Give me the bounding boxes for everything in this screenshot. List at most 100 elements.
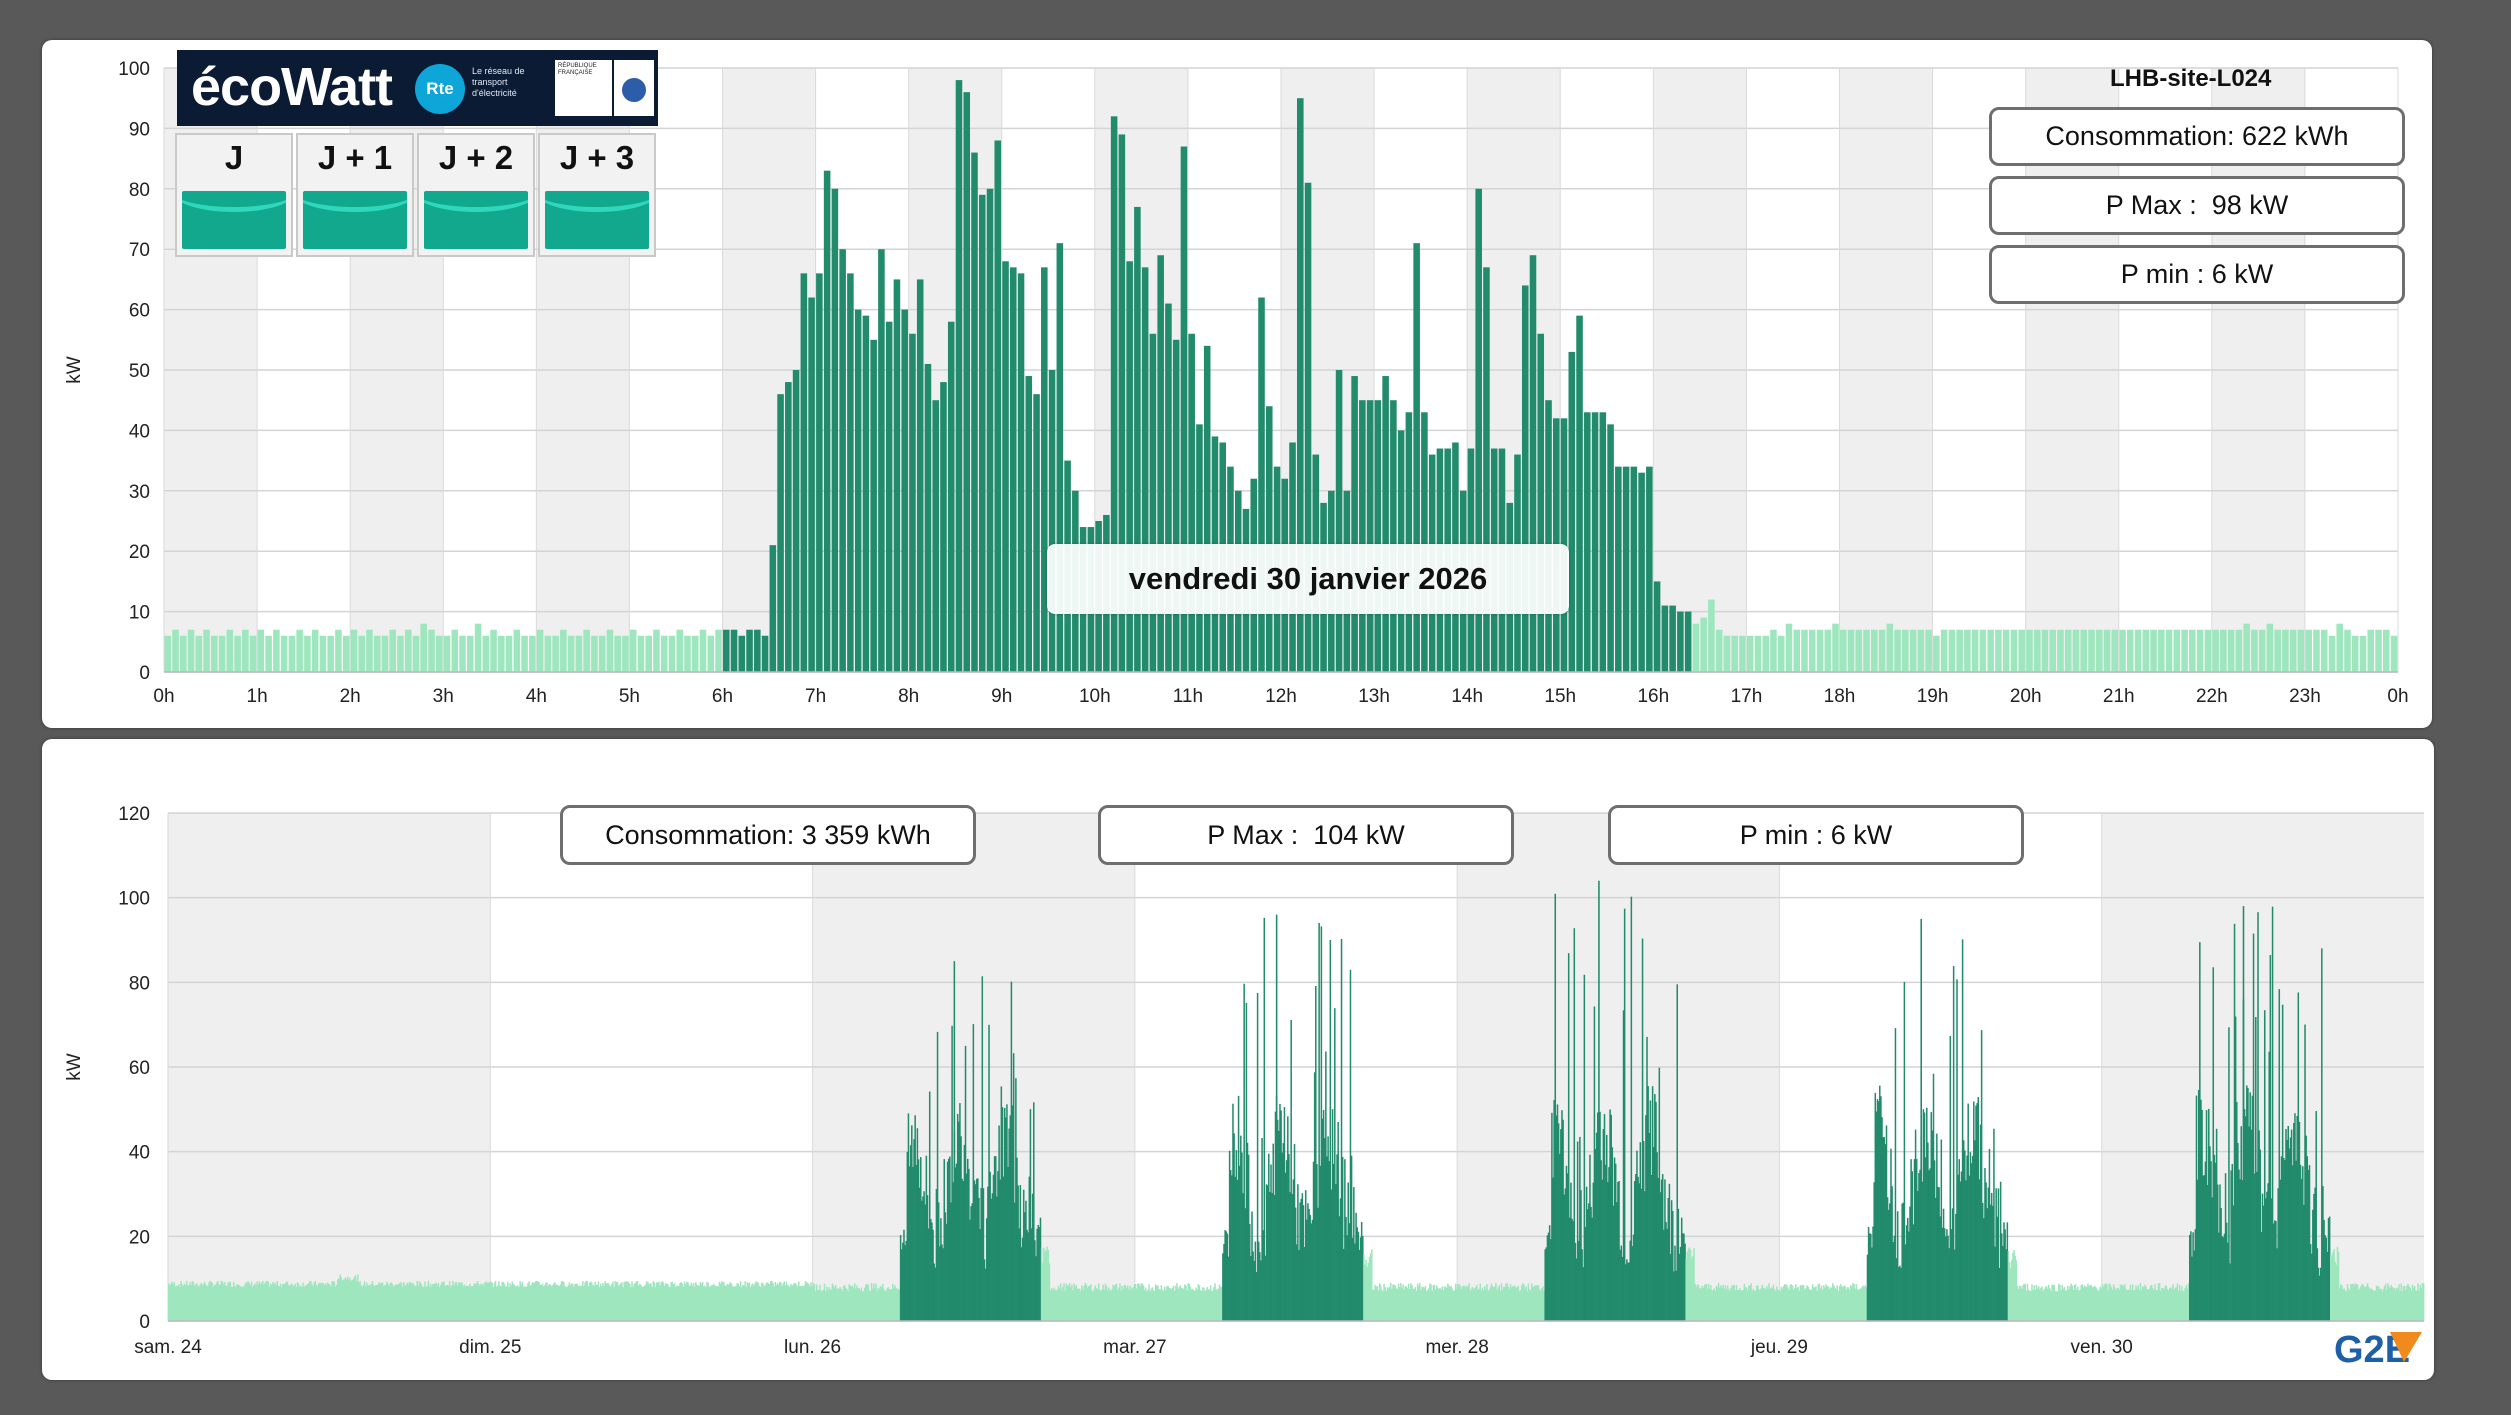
bar: [1791, 1285, 1794, 1321]
bar: [1068, 1283, 1071, 1321]
bar: [651, 1286, 653, 1321]
bar: [1135, 1288, 1138, 1321]
bar: [1269, 1192, 1271, 1321]
bar: [339, 1274, 341, 1321]
bar: [682, 1286, 685, 1321]
bar: [922, 1196, 924, 1321]
bar: [664, 1283, 667, 1321]
bar: [730, 629, 738, 672]
bar: [1074, 1287, 1076, 1321]
bar: [2314, 1187, 2316, 1321]
bar: [2313, 629, 2320, 672]
bar: [1337, 1121, 1339, 1321]
bar: [879, 1285, 882, 1321]
bar: [1186, 1290, 1188, 1321]
bar: [1914, 1129, 1917, 1321]
bar: [1909, 629, 1917, 672]
bar: [518, 1287, 520, 1321]
bar: [1375, 1287, 1377, 1321]
bar: [380, 1282, 383, 1321]
bar: [1483, 267, 1490, 672]
bar: [748, 1282, 751, 1321]
bar: [1262, 1230, 1264, 1321]
bar: [1788, 1290, 1790, 1321]
bar: [1873, 1182, 1875, 1321]
bar: [377, 1284, 379, 1321]
bar: [1647, 1086, 1649, 1321]
bar: [768, 1283, 771, 1321]
bar: [790, 1283, 792, 1321]
bar: [256, 1281, 258, 1321]
bar: [1335, 370, 1343, 672]
bar: [1394, 1285, 1396, 1321]
bar: [2289, 629, 2297, 672]
bar: [501, 1281, 503, 1321]
bar: [297, 1283, 300, 1321]
ecowatt-widget[interactable]: écoWatt Rte Le réseau de transport d'éle…: [170, 50, 660, 261]
ecowatt-header: écoWatt Rte Le réseau de transport d'éle…: [177, 50, 658, 126]
bar: [865, 1284, 867, 1321]
bar: [1619, 1249, 1621, 1321]
ecowatt-day-j2[interactable]: J + 2: [417, 133, 535, 257]
bar: [550, 1285, 553, 1321]
ecowatt-day-j[interactable]: J: [175, 133, 293, 257]
bar: [500, 1286, 502, 1321]
ecowatt-day-j1[interactable]: J + 1: [296, 133, 414, 257]
bar: [1356, 1227, 1358, 1321]
bar: [1191, 1288, 1194, 1321]
bar: [218, 1284, 220, 1321]
bar: [1701, 1286, 1703, 1321]
bar: [755, 1281, 758, 1321]
bar: [1403, 1289, 1405, 1321]
bar: [1827, 1286, 1830, 1321]
bar: [2184, 1287, 2187, 1321]
bar: [1151, 1287, 1154, 1321]
bar: [2305, 1135, 2307, 1321]
bar: [326, 1282, 329, 1321]
bar: [1235, 1150, 1238, 1321]
bar: [512, 1283, 515, 1321]
bar: [2165, 1285, 2168, 1321]
bar: [1115, 1283, 1118, 1321]
bar: [535, 1281, 537, 1321]
bar: [1744, 1287, 1747, 1321]
bar: [551, 1285, 554, 1321]
bar: [2303, 1204, 2305, 1321]
bar: [310, 1281, 312, 1321]
bar: [1633, 1181, 1636, 1321]
bar: [1348, 1223, 1351, 1321]
bar: [2306, 1156, 2309, 1321]
ecowatt-day-j3[interactable]: J + 3: [538, 133, 656, 257]
bar: [1590, 1206, 1592, 1321]
bar: [1351, 376, 1358, 672]
bar: [2225, 1222, 2228, 1321]
bar: [273, 629, 280, 672]
bar: [1580, 1190, 1582, 1321]
bar: [576, 1283, 578, 1321]
bar: [1762, 635, 1769, 672]
bar: [397, 635, 404, 672]
bar: [1979, 1124, 1982, 1321]
bar: [1725, 1289, 1728, 1321]
bar: [2312, 1209, 2314, 1321]
bar: [1978, 1179, 1981, 1321]
bar: [1730, 1287, 1732, 1321]
bar: [942, 1248, 944, 1321]
bar: [2194, 1229, 2197, 1321]
bar: [823, 170, 831, 672]
bar: [2073, 1284, 2076, 1321]
bar: [369, 1285, 371, 1321]
bar: [1960, 1171, 1963, 1321]
bar: [1439, 1288, 1441, 1321]
bar: [435, 635, 443, 672]
bar: [493, 1283, 496, 1321]
bar: [2051, 1284, 2053, 1321]
bar: [1698, 1287, 1701, 1321]
bar: [1339, 1198, 1342, 1321]
bar: [2062, 1288, 2065, 1321]
bar: [322, 1283, 324, 1321]
bar: [2099, 1286, 2101, 1321]
bar: [843, 1285, 846, 1321]
bar: [594, 1281, 596, 1321]
bar: [1440, 1289, 1442, 1321]
